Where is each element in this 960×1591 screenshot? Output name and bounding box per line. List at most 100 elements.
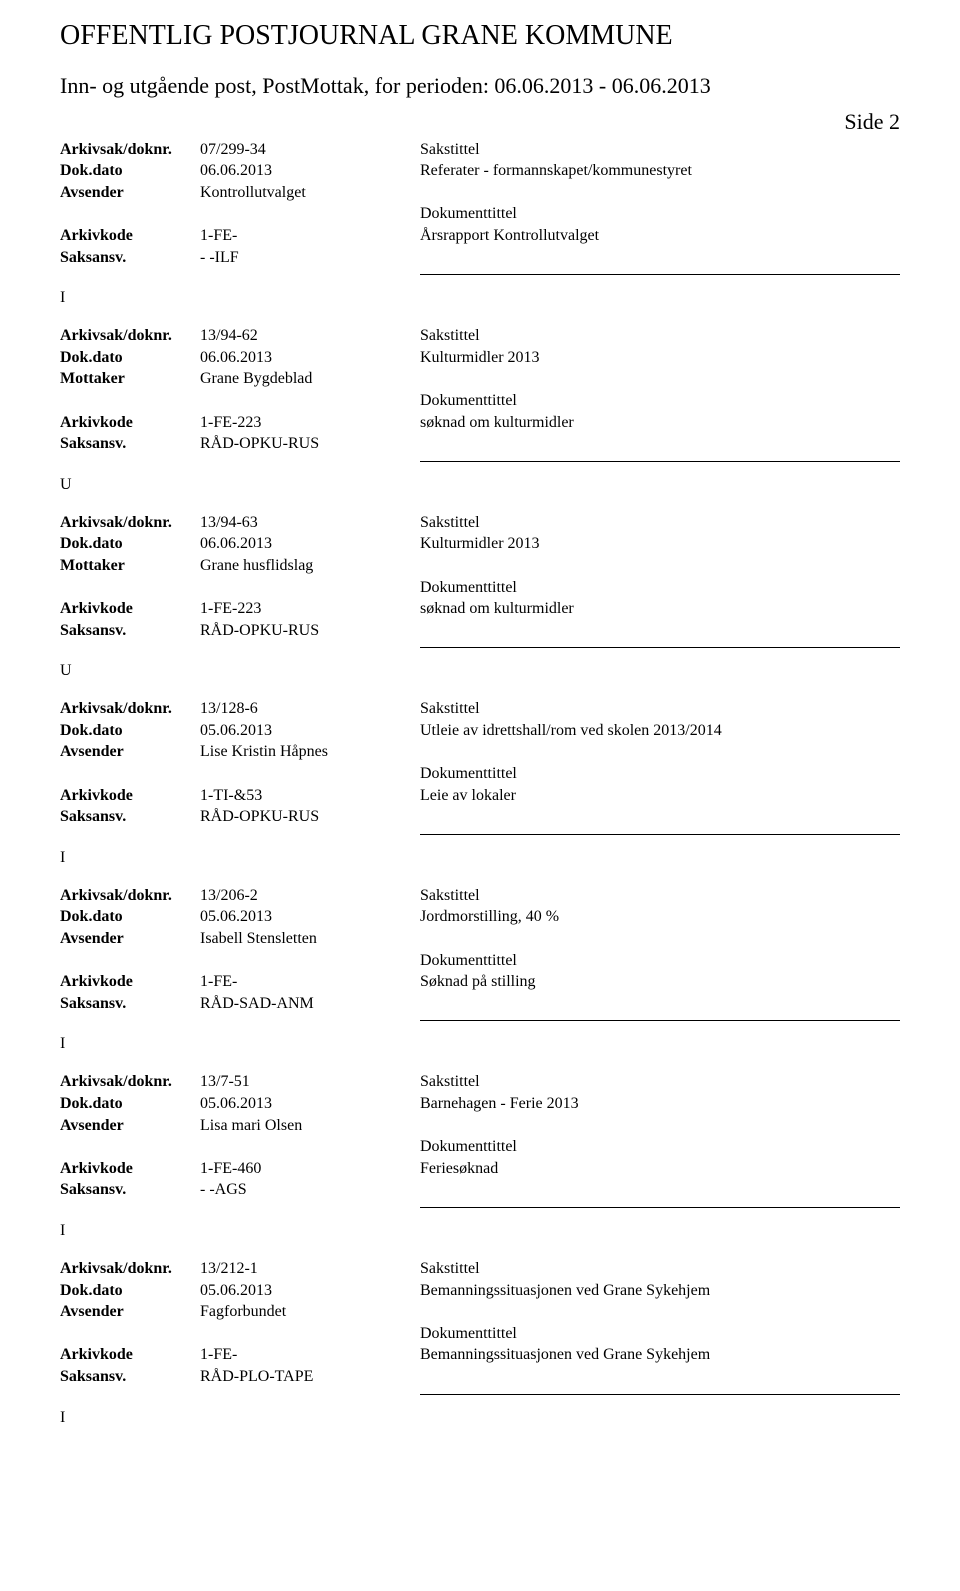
empty-cell xyxy=(420,620,900,642)
entry-row-dokdato: Dok.dato05.06.2013Utleie av idrettshall/… xyxy=(60,720,900,742)
entry-row-arkivkode: Arkivkode1-FE-223søknad om kulturmidler xyxy=(60,412,900,434)
empty-cell xyxy=(200,1136,420,1158)
label-saksansv: Saksansv. xyxy=(60,247,200,269)
label-arkivsak: Arkivsak/doknr. xyxy=(60,139,200,161)
value-saksansv: RÅD-SAD-ANM xyxy=(200,993,420,1015)
entry-row-arkivsak: Arkivsak/doknr.13/128-6Sakstittel xyxy=(60,698,900,720)
value-party: Fagforbundet xyxy=(200,1301,420,1323)
empty-cell xyxy=(420,993,900,1015)
entry-row-arkivkode: Arkivkode1-FE-Årsrapport Kontrollutvalge… xyxy=(60,225,900,247)
value-dokdato: 06.06.2013 xyxy=(200,347,420,369)
entry-row-doklabel: Dokumenttittel xyxy=(60,1323,900,1345)
entry-row-arkivkode: Arkivkode1-FE-223søknad om kulturmidler xyxy=(60,598,900,620)
journal-entry: Arkivsak/doknr.13/94-62Sakstittel Dok.dat… xyxy=(60,325,900,494)
divider-line xyxy=(420,1020,900,1021)
value-arkivsak: 13/94-62 xyxy=(200,325,420,347)
empty-cell xyxy=(60,1136,200,1158)
label-dokumenttittel: Dokumenttittel xyxy=(420,577,900,599)
value-dokumenttittel: Bemanningssituasjonen ved Grane Sykehjem xyxy=(420,1344,900,1366)
entry-divider xyxy=(60,274,900,275)
value-arkivkode: 1-FE- xyxy=(200,971,420,993)
entry-row-arkivsak: Arkivsak/doknr.13/212-1Sakstittel xyxy=(60,1258,900,1280)
divider-spacer xyxy=(60,647,420,648)
value-sakstittel: Kulturmidler 2013 xyxy=(420,347,900,369)
label-saksansv: Saksansv. xyxy=(60,1366,200,1388)
value-dokdato: 05.06.2013 xyxy=(200,720,420,742)
value-dokumenttittel: Feriesøknad xyxy=(420,1158,900,1180)
label-sakstittel: Sakstittel xyxy=(420,512,900,534)
direction-indicator: I xyxy=(60,1035,900,1053)
empty-cell xyxy=(60,203,200,225)
empty-cell xyxy=(60,950,200,972)
label-party: Avsender xyxy=(60,1301,200,1323)
divider-spacer xyxy=(60,1020,420,1021)
entry-row-doklabel: Dokumenttittel xyxy=(60,203,900,225)
label-sakstittel: Sakstittel xyxy=(420,1071,900,1093)
label-party: Avsender xyxy=(60,928,200,950)
label-arkivkode: Arkivkode xyxy=(60,1344,200,1366)
entry-row-saksansv: Saksansv.- -ILF xyxy=(60,247,900,269)
label-dokumenttittel: Dokumenttittel xyxy=(420,1323,900,1345)
entry-row-party: AvsenderIsabell Stensletten xyxy=(60,928,900,950)
journal-entry: Arkivsak/doknr.13/206-2SakstittelDok.dat… xyxy=(60,885,900,1054)
value-arkivsak: 13/7-51 xyxy=(200,1071,420,1093)
label-party: Avsender xyxy=(60,182,200,204)
journal-entry: Arkivsak/doknr.13/212-1SakstittelDok.dat… xyxy=(60,1258,900,1427)
value-arkivsak: 07/299-34 xyxy=(200,139,420,161)
value-dokdato: 05.06.2013 xyxy=(200,1280,420,1302)
empty-cell xyxy=(60,577,200,599)
empty-cell xyxy=(420,247,900,269)
value-dokumenttittel: søknad om kulturmidler xyxy=(420,412,900,434)
label-dokdato: Dok.dato xyxy=(60,160,200,182)
value-saksansv: - -ILF xyxy=(200,247,420,269)
label-dokumenttittel: Dokumenttittel xyxy=(420,763,900,785)
entry-row-saksansv: Saksansv.RÅD-OPKU-RUS xyxy=(60,433,900,455)
entry-row-saksansv: Saksansv.RÅD-OPKU-RUS xyxy=(60,620,900,642)
empty-cell xyxy=(420,182,900,204)
label-sakstittel: Sakstittel xyxy=(420,885,900,907)
entry-row-arkivkode: Arkivkode1-FE-Bemanningssituasjonen ved … xyxy=(60,1344,900,1366)
label-dokdato: Dok.dato xyxy=(60,347,200,369)
entry-row-saksansv: Saksansv.RÅD-OPKU-RUS xyxy=(60,806,900,828)
empty-cell xyxy=(420,1179,900,1201)
value-arkivkode: 1-FE- xyxy=(200,225,420,247)
value-party: Lise Kristin Håpnes xyxy=(200,741,420,763)
entry-row-arkivsak: Arkivsak/doknr.07/299-34Sakstittel xyxy=(60,139,900,161)
value-party: Grane husflidslag xyxy=(200,555,420,577)
value-dokdato: 06.06.2013 xyxy=(200,533,420,555)
entry-row-arkivsak: Arkivsak/doknr.13/206-2Sakstittel xyxy=(60,885,900,907)
direction-indicator: U xyxy=(60,662,900,680)
divider-line xyxy=(420,834,900,835)
value-dokumenttittel: søknad om kulturmidler xyxy=(420,598,900,620)
direction-indicator: U xyxy=(60,476,900,494)
label-sakstittel: Sakstittel xyxy=(420,325,900,347)
direction-indicator: I xyxy=(60,289,900,307)
empty-cell xyxy=(60,1323,200,1345)
value-party: Grane Bygdeblad xyxy=(200,368,420,390)
sub-title: Inn- og utgående post, PostMottak, for p… xyxy=(60,72,900,101)
empty-cell xyxy=(200,577,420,599)
value-saksansv: RÅD-PLO-TAPE xyxy=(200,1366,420,1388)
value-arkivsak: 13/128-6 xyxy=(200,698,420,720)
value-dokumenttittel: Årsrapport Kontrollutvalget xyxy=(420,225,900,247)
entry-row-saksansv: Saksansv.RÅD-PLO-TAPE xyxy=(60,1366,900,1388)
label-sakstittel: Sakstittel xyxy=(420,698,900,720)
entry-row-dokdato: Dok.dato06.06.2013Referater - formannska… xyxy=(60,160,900,182)
value-sakstittel: Utleie av idrettshall/rom ved skolen 201… xyxy=(420,720,900,742)
entry-row-party: AvsenderKontrollutvalget xyxy=(60,182,900,204)
value-arkivkode: 1-FE-223 xyxy=(200,598,420,620)
value-arkivkode: 1-TI-&53 xyxy=(200,785,420,807)
label-saksansv: Saksansv. xyxy=(60,993,200,1015)
label-arkivsak: Arkivsak/doknr. xyxy=(60,325,200,347)
value-arkivkode: 1-FE-460 xyxy=(200,1158,420,1180)
value-sakstittel: Barnehagen - Ferie 2013 xyxy=(420,1093,900,1115)
divider-spacer xyxy=(60,834,420,835)
empty-cell xyxy=(60,763,200,785)
label-dokumenttittel: Dokumenttittel xyxy=(420,203,900,225)
value-saksansv: - -AGS xyxy=(200,1179,420,1201)
value-sakstittel: Kulturmidler 2013 xyxy=(420,533,900,555)
entry-row-doklabel: Dokumenttittel xyxy=(60,390,900,412)
entry-row-saksansv: Saksansv.- -AGS xyxy=(60,1179,900,1201)
empty-cell xyxy=(60,390,200,412)
value-arkivsak: 13/94-63 xyxy=(200,512,420,534)
